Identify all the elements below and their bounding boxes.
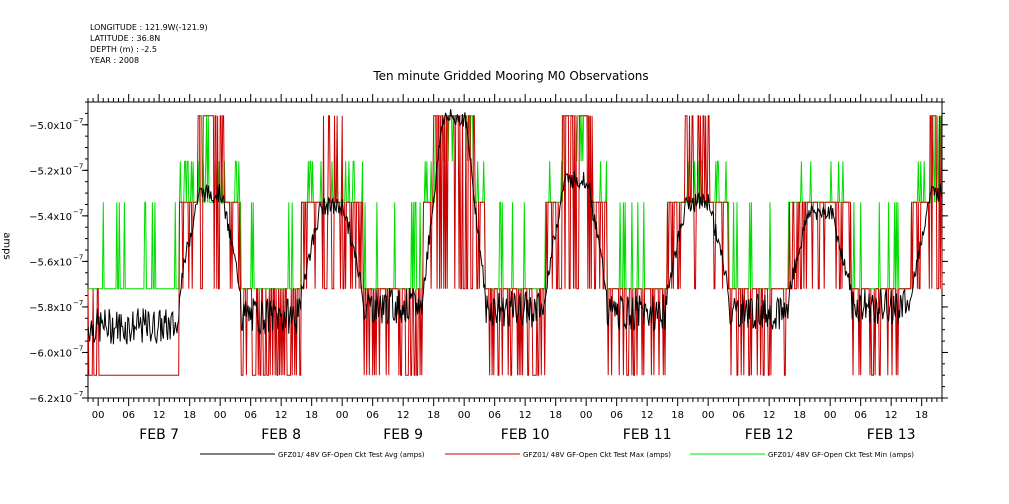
x-tick-label: 00: [214, 410, 227, 421]
day-label: FEB 10: [501, 427, 550, 443]
legend-label: GFZ01/ 48V GF-Open Ckt Test Max (amps): [523, 451, 671, 459]
series-avg-line: [87, 108, 943, 345]
plot-area: −5.0x10 −7−5.2x10 −7−5.4x10 −7−5.6x10 −7−5.8…: [1, 94, 948, 459]
depth-text: DEPTH (m) : -2.5: [90, 45, 157, 54]
x-tick-label: 18: [793, 410, 806, 421]
day-label: FEB 13: [867, 427, 916, 443]
x-tick-label: 06: [244, 410, 257, 421]
y-tick-label: −6.2x10: [29, 394, 72, 405]
x-tick-label: 12: [885, 410, 898, 421]
chart-title: Ten minute Gridded Mooring M0 Observatio…: [372, 69, 648, 83]
x-tick-label: 12: [275, 410, 288, 421]
day-label: FEB 7: [139, 427, 179, 443]
day-label: FEB 11: [623, 427, 672, 443]
x-tick-label: 06: [122, 410, 135, 421]
y-tick-label: −5.8x10: [29, 303, 72, 314]
x-tick-label: 00: [92, 410, 105, 421]
x-tick-label: 18: [427, 410, 440, 421]
legend-label: GFZ01/ 48V GF-Open Ckt Test Avg (amps): [278, 451, 425, 459]
x-tick-label: 00: [824, 410, 837, 421]
x-tick-label: 18: [549, 410, 562, 421]
x-tick-label: 18: [915, 410, 928, 421]
day-label: FEB 9: [383, 427, 423, 443]
y-axis-label: amps: [1, 232, 12, 259]
x-tick-label: 18: [305, 410, 318, 421]
y-tick-exponent: −7: [73, 117, 83, 125]
y-tick-exponent: −7: [73, 344, 83, 352]
y-tick-exponent: −7: [73, 390, 83, 398]
legend-label: GFZ01/ 48V GF-Open Ckt Test Min (amps): [768, 451, 914, 459]
y-tick-label: −5.4x10: [29, 212, 72, 223]
x-tick-label: 06: [732, 410, 745, 421]
latitude-text: LATITUDE : 36.8N: [90, 34, 161, 43]
year-text: YEAR : 2008: [90, 56, 140, 65]
x-tick-label: 12: [153, 410, 166, 421]
x-tick-label: 06: [366, 410, 379, 421]
series-max-line: [87, 115, 943, 376]
x-tick-label: 00: [702, 410, 715, 421]
longitude-text: LONGITUDE : 121.9W(-121.9): [90, 23, 208, 32]
x-tick-label: 12: [763, 410, 776, 421]
x-tick-label: 00: [336, 410, 349, 421]
y-tick-exponent: −7: [73, 253, 83, 261]
x-tick-label: 12: [397, 410, 410, 421]
x-tick-label: 06: [610, 410, 623, 421]
day-label: FEB 8: [261, 427, 301, 443]
y-tick-label: −5.2x10: [29, 166, 72, 177]
y-tick-exponent: −7: [73, 208, 83, 216]
y-tick-label: −6.0x10: [29, 348, 72, 359]
x-tick-label: 06: [488, 410, 501, 421]
metadata-block: LONGITUDE : 121.9W(-121.9) LATITUDE : 36…: [90, 22, 208, 66]
x-tick-label: 00: [580, 410, 593, 421]
x-tick-label: 12: [641, 410, 654, 421]
y-tick-label: −5.0x10: [29, 121, 72, 132]
x-tick-label: 12: [519, 410, 532, 421]
x-tick-label: 00: [458, 410, 471, 421]
x-tick-label: 18: [671, 410, 684, 421]
y-tick-exponent: −7: [73, 299, 83, 307]
x-tick-label: 18: [183, 410, 196, 421]
y-tick-label: −5.6x10: [29, 257, 72, 268]
day-label: FEB 12: [745, 427, 794, 443]
y-tick-exponent: −7: [73, 162, 83, 170]
x-tick-label: 06: [854, 410, 867, 421]
